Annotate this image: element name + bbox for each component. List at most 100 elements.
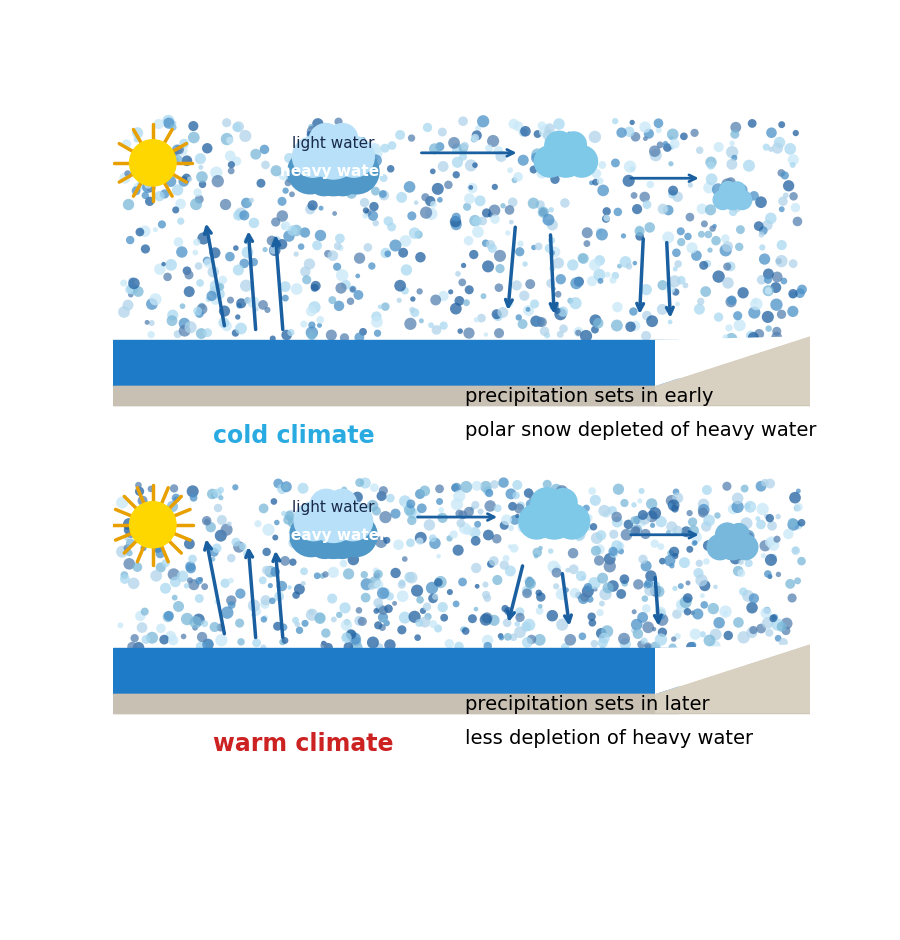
Point (144, 327, 158, 342)
Point (470, 128, 484, 143)
Point (385, 138, 400, 153)
Point (194, 302, 209, 317)
Point (433, 509, 447, 524)
Point (738, 533, 752, 548)
Point (193, 275, 207, 290)
Point (609, 539, 624, 554)
Point (279, 479, 293, 494)
Point (414, 530, 428, 545)
Point (258, 610, 273, 625)
Point (682, 506, 697, 521)
Point (268, 530, 283, 545)
Point (232, 298, 247, 313)
Point (588, 582, 602, 597)
Point (349, 640, 364, 655)
Point (507, 540, 521, 556)
Point (212, 287, 226, 302)
Point (546, 559, 561, 574)
Point (470, 478, 484, 494)
Point (722, 321, 736, 336)
Point (718, 231, 733, 246)
Point (682, 541, 697, 556)
Point (367, 199, 382, 214)
Point (156, 511, 170, 526)
Point (786, 286, 800, 301)
Point (759, 605, 773, 620)
Point (521, 486, 535, 501)
Point (436, 600, 450, 615)
Point (149, 569, 164, 584)
Point (641, 640, 655, 655)
Point (720, 177, 734, 192)
Point (423, 194, 437, 209)
Point (607, 546, 621, 561)
Point (304, 604, 319, 619)
Point (479, 327, 493, 342)
Point (558, 639, 572, 654)
Point (754, 273, 769, 288)
Point (643, 583, 657, 598)
Point (663, 546, 678, 561)
Point (170, 182, 184, 197)
Point (258, 593, 273, 608)
Circle shape (566, 146, 598, 177)
Point (292, 582, 307, 597)
Point (151, 117, 166, 132)
Point (697, 496, 711, 511)
Circle shape (290, 514, 332, 556)
Point (470, 213, 484, 228)
Point (270, 515, 284, 530)
Point (213, 482, 228, 497)
Point (753, 517, 768, 532)
Point (240, 546, 255, 561)
Point (710, 508, 724, 523)
Point (652, 116, 666, 131)
Point (304, 304, 319, 319)
Point (739, 516, 753, 531)
Circle shape (326, 163, 359, 196)
Circle shape (328, 490, 356, 518)
Point (526, 162, 541, 177)
Point (504, 214, 518, 229)
Point (523, 572, 537, 588)
Point (670, 189, 685, 204)
Point (712, 535, 726, 550)
Point (186, 118, 201, 133)
Point (428, 141, 442, 156)
Point (152, 189, 166, 204)
Point (268, 214, 283, 229)
Point (382, 602, 396, 617)
Point (256, 501, 271, 516)
Point (718, 605, 733, 620)
Point (724, 157, 739, 172)
Point (320, 246, 335, 261)
Point (760, 273, 775, 288)
Point (304, 328, 319, 343)
Point (627, 188, 642, 203)
Point (790, 214, 805, 229)
Point (193, 306, 207, 321)
Point (476, 114, 491, 129)
Point (688, 125, 702, 140)
Point (729, 119, 743, 134)
Point (465, 611, 480, 626)
Point (518, 124, 533, 139)
Point (745, 499, 760, 514)
Point (694, 294, 708, 309)
Point (219, 197, 233, 212)
Point (572, 325, 586, 340)
Point (231, 208, 246, 223)
Point (597, 503, 611, 518)
Point (635, 552, 650, 567)
Point (726, 205, 741, 220)
Point (207, 284, 221, 299)
Point (150, 540, 165, 556)
Point (647, 144, 662, 159)
Point (203, 520, 218, 535)
Point (667, 525, 681, 540)
Point (271, 476, 285, 491)
Point (174, 196, 188, 212)
Point (344, 627, 358, 642)
Point (569, 275, 583, 290)
Point (462, 233, 476, 248)
